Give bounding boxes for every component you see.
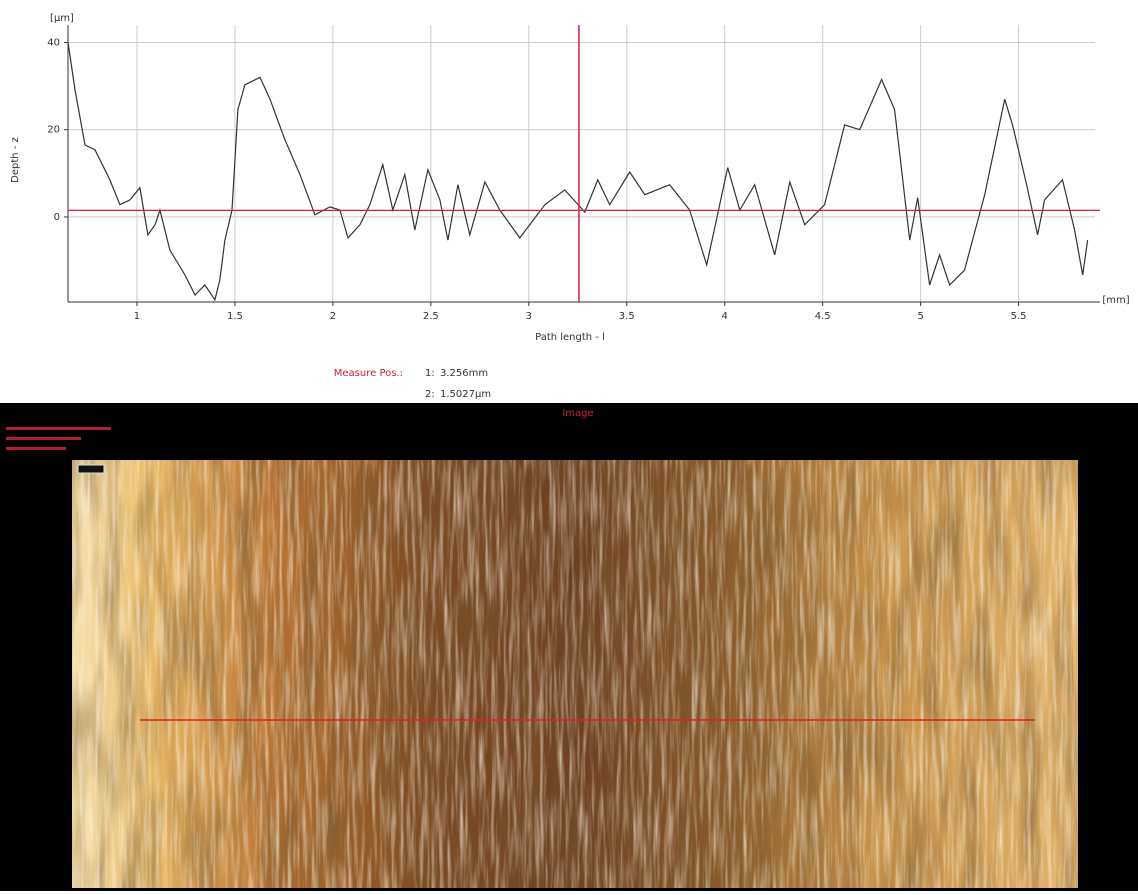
profile-plot: 1 1.5 2 2.5 3 3.5 4 4.5 5 5.5 0 20 40 bbox=[47, 25, 1100, 322]
x-unit: [mm] bbox=[1102, 295, 1129, 306]
x-tick-label: 4.5 bbox=[815, 311, 831, 322]
y-axis-title: Depth - z bbox=[10, 137, 21, 183]
x-tick-label: 5 bbox=[917, 311, 923, 322]
cursor-index: 2: bbox=[425, 389, 435, 400]
x-tick-label: 5.5 bbox=[1011, 311, 1027, 322]
info-line bbox=[6, 437, 81, 440]
cursor-y-value: 1.5027µm bbox=[440, 389, 491, 400]
profile-line bbox=[67, 42, 1089, 302]
x-tick-label: 3 bbox=[526, 311, 532, 322]
cursor-title: Measure Pos.: bbox=[334, 368, 403, 379]
x-tick-label: 1.5 bbox=[227, 311, 243, 322]
x-tick-label: 2 bbox=[330, 311, 336, 322]
y-tick-label: 0 bbox=[54, 212, 60, 223]
x-tick-label: 1 bbox=[134, 311, 140, 322]
surface-texture bbox=[72, 460, 1078, 888]
x-tick-label: 4 bbox=[722, 311, 728, 322]
y-tick-label: 20 bbox=[47, 125, 60, 136]
scale-bar bbox=[77, 464, 105, 474]
cursor-x-value: 3.256mm bbox=[440, 368, 488, 379]
cursor-index: 1: bbox=[425, 368, 435, 379]
info-line bbox=[6, 447, 66, 450]
x-tick-label: 2.5 bbox=[423, 311, 439, 322]
x-axis-title: Path length - l bbox=[535, 332, 605, 343]
x-tick-label: 3.5 bbox=[619, 311, 635, 322]
image-panel: Image bbox=[0, 403, 1138, 891]
image-title: Image bbox=[562, 408, 593, 419]
y-unit: [µm] bbox=[50, 13, 74, 24]
y-tick-label: 40 bbox=[47, 37, 60, 48]
info-line bbox=[6, 427, 111, 430]
